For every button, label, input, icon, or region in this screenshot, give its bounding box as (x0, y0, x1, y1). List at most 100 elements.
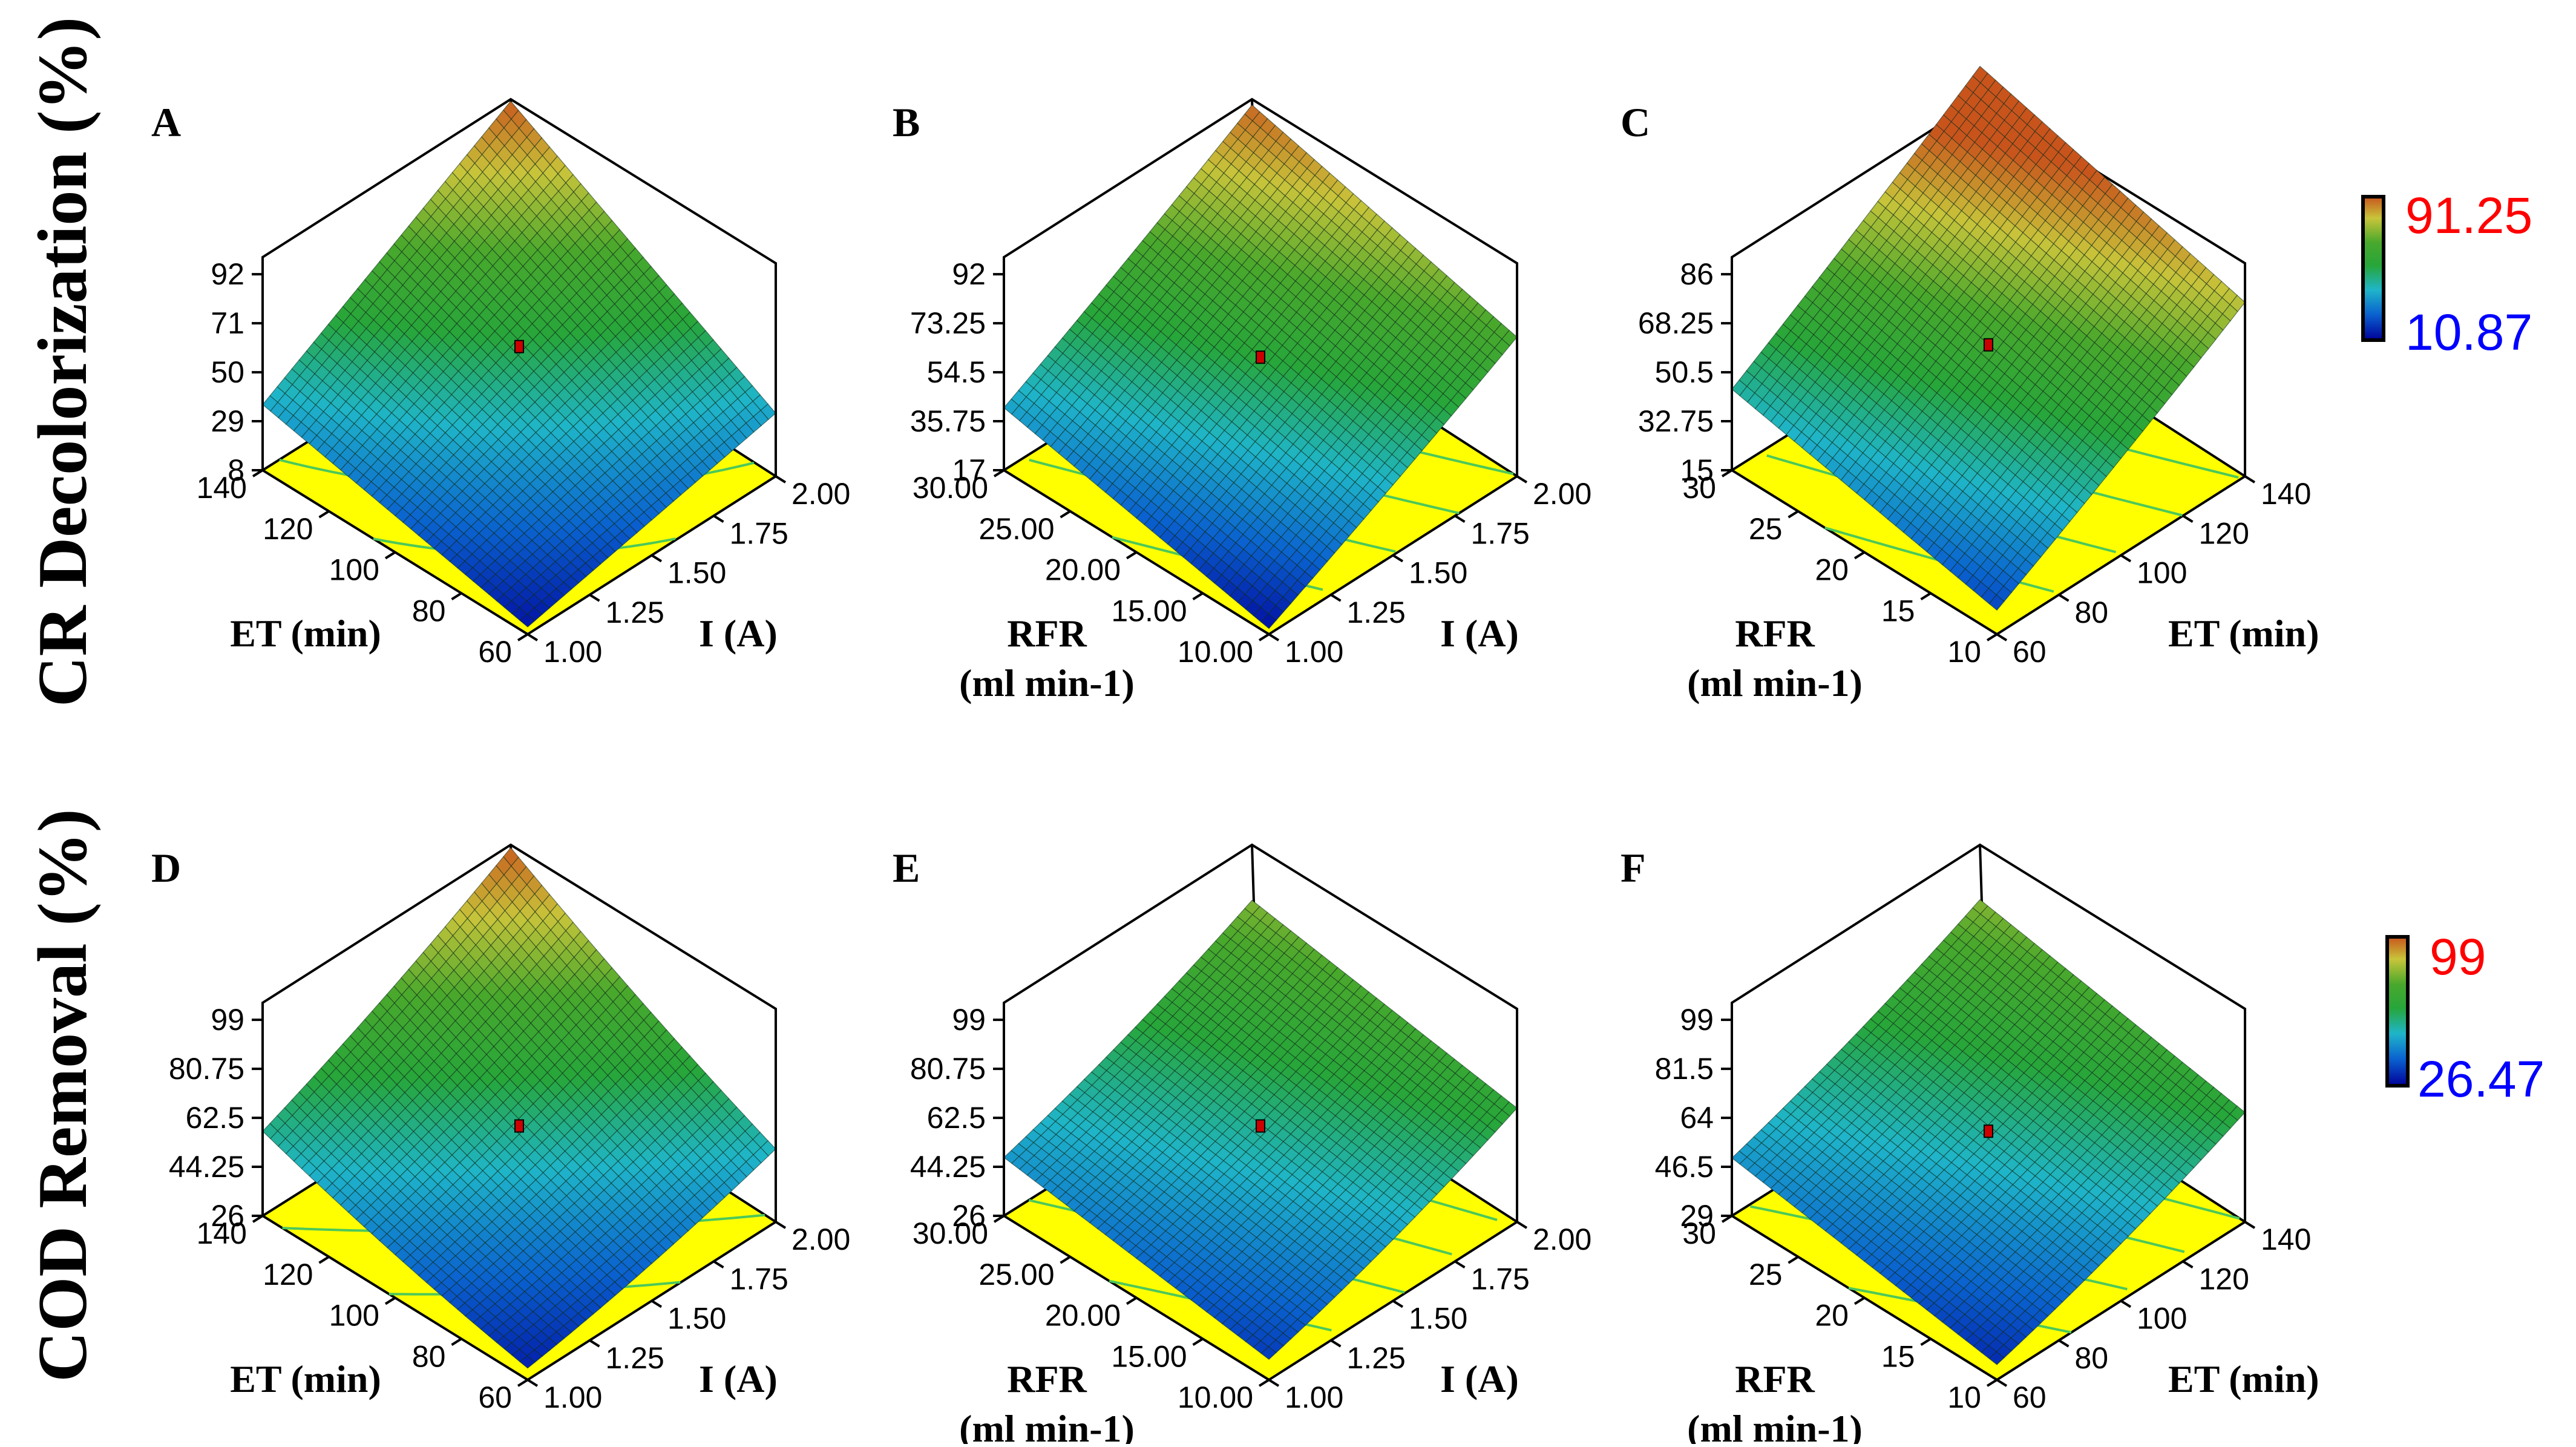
surface-panel-d: 2644.2562.580.75991.001.251.501.752.0060… (151, 845, 850, 1414)
y-axis-label-units: (ml min-1) (959, 661, 1135, 704)
z-tick-label: 44.25 (169, 1150, 244, 1184)
x-tick-mark (590, 1340, 600, 1347)
y-tick-mark (1987, 634, 1997, 640)
y-tick-mark (452, 593, 462, 599)
z-tick-label: 50 (211, 355, 244, 389)
surface-panel-a: 8295071921.001.251.501.752.0060801001201… (151, 99, 850, 669)
y-tick-mark (385, 1298, 395, 1304)
x-tick-mark (2183, 516, 2193, 522)
x-tick-label: 1.75 (730, 516, 788, 550)
response-surface (263, 848, 776, 1368)
panel-letter: C (1621, 99, 1650, 145)
x-tick-mark (714, 516, 724, 522)
z-tick-label: 86 (1680, 257, 1714, 291)
y-tick-mark (320, 1257, 329, 1263)
x-tick-label: 2.00 (791, 477, 850, 511)
z-tick-label: 99 (211, 1003, 244, 1037)
design-point-marker (515, 341, 523, 353)
x-tick-mark (714, 1261, 724, 1267)
x-tick-label: 2.00 (791, 1222, 850, 1256)
y-tick-label: 60 (478, 1380, 512, 1414)
colorbar-cod (2387, 937, 2408, 1086)
x-tick-label: 120 (2199, 516, 2249, 550)
y-tick-label: 30 (1682, 471, 1716, 505)
y-tick-label: 140 (197, 471, 247, 505)
y-tick-label: 10.00 (1178, 635, 1253, 669)
y-tick-mark (518, 634, 528, 640)
x-tick-label: 1.50 (667, 1302, 726, 1336)
y-tick-label: 20.00 (1045, 553, 1121, 587)
x-tick-mark (1393, 556, 1403, 562)
x-tick-label: 1.75 (730, 1262, 788, 1296)
response-surface (263, 101, 776, 627)
design-point-marker (1256, 351, 1265, 363)
y-tick-label: 100 (329, 553, 379, 587)
y-axis-label: RFR (1007, 612, 1087, 655)
y-tick-label: 15 (1881, 594, 1915, 628)
z-tick-label: 62.5 (186, 1101, 244, 1135)
x-tick-mark (776, 476, 785, 482)
x-tick-mark (2245, 476, 2255, 482)
x-tick-mark (1997, 634, 2007, 640)
row-title-cod: COD Removal (%) (24, 809, 102, 1382)
y-tick-mark (320, 511, 329, 517)
colorbar-cr (2363, 197, 2384, 340)
x-axis-label: ET (min) (2168, 612, 2319, 655)
x-tick-mark (652, 1301, 661, 1307)
y-tick-label: 120 (263, 512, 313, 546)
x-tick-mark (652, 556, 661, 562)
design-point-marker (515, 1120, 523, 1132)
y-tick-mark (1193, 593, 1203, 599)
legend-cod-high: 99 (2430, 928, 2486, 985)
y-tick-label: 120 (263, 1258, 313, 1291)
x-tick-label: 2.00 (1533, 477, 1591, 511)
legend-cr-high: 91.25 (2405, 187, 2532, 244)
z-tick-label: 68.25 (1638, 306, 1714, 340)
x-tick-label: 1.25 (1347, 596, 1406, 629)
x-tick-mark (528, 1380, 537, 1386)
y-tick-label: 25 (1749, 512, 1783, 546)
y-tick-label: 80 (412, 1339, 446, 1373)
y-tick-mark (1061, 511, 1070, 517)
y-tick-label: 10 (1947, 635, 1981, 669)
y-tick-label: 30.00 (913, 471, 988, 505)
z-tick-label: 54.5 (927, 355, 986, 389)
z-tick-label: 35.75 (910, 404, 986, 438)
y-tick-mark (1921, 593, 1931, 599)
y-tick-mark (1855, 553, 1864, 559)
x-axis-label: I (A) (699, 1357, 778, 1400)
y-axis-label: ET (min) (230, 1357, 381, 1400)
surface-panel-c: 1532.7550.568.25866080100120140101520253… (1621, 67, 2319, 705)
x-tick-label: 1.50 (667, 556, 726, 590)
x-tick-label: 60 (2013, 635, 2047, 669)
x-tick-label: 1.75 (1471, 516, 1530, 550)
y-tick-label: 60 (478, 635, 512, 669)
y-axis-label: ET (min) (230, 612, 381, 655)
x-axis-label: I (A) (699, 612, 778, 655)
x-tick-mark (2121, 556, 2131, 562)
x-tick-label: 1.00 (1285, 635, 1343, 669)
z-tick-label: 73.25 (910, 306, 986, 340)
x-tick-label: 140 (2261, 477, 2311, 511)
z-tick-label: 50.5 (1655, 355, 1714, 389)
x-tick-label: 100 (2137, 556, 2187, 590)
panels: 8295071921.001.251.501.752.0060801001201… (151, 67, 2319, 1445)
y-tick-mark (1789, 511, 1798, 517)
panel-letter: B (893, 99, 920, 145)
y-tick-mark (1127, 553, 1136, 559)
x-tick-mark (2059, 595, 2069, 601)
y-axis-label: RFR (1735, 612, 1815, 655)
y-tick-label: 80 (412, 594, 446, 628)
x-tick-label: 1.25 (606, 1341, 664, 1375)
y-tick-label: 25.00 (978, 512, 1054, 546)
design-point-marker (1984, 339, 1993, 351)
z-tick-label: 80.75 (169, 1052, 244, 1086)
y-axis-label-units: (ml min-1) (1687, 661, 1863, 704)
colorbar-legend-cod: 99 26.47 (2387, 928, 2545, 1107)
x-tick-mark (776, 1222, 785, 1228)
x-tick-label: 1.00 (543, 635, 602, 669)
y-tick-label: 20 (1815, 553, 1849, 587)
surface-panel-e: 2644.2562.580.75991.001.251.501.752.0010… (893, 845, 1591, 1444)
